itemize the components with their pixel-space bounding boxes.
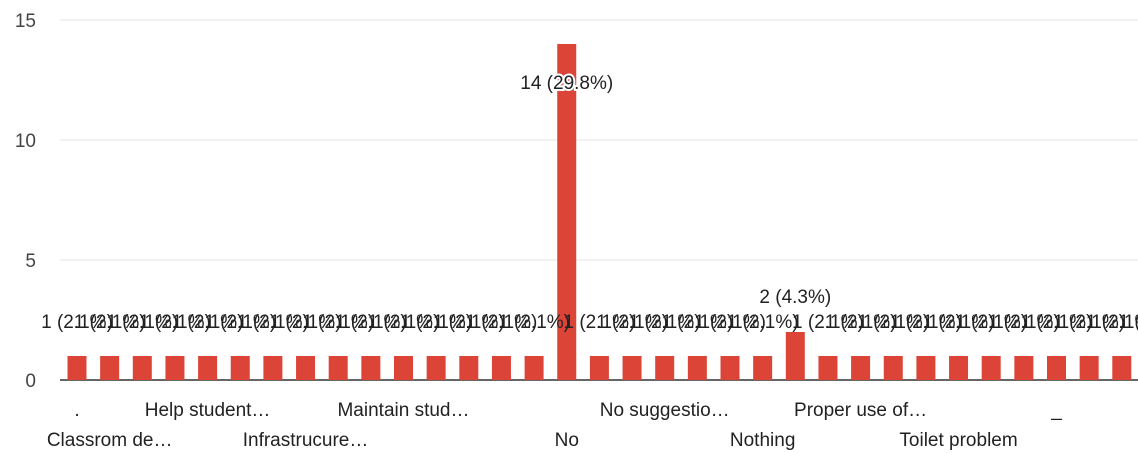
bar — [328, 356, 348, 380]
data-label: 1 (2.1%) — [74, 312, 146, 333]
data-label: 1 (2.1%) — [923, 312, 995, 333]
x-category-label: Classrom de… — [47, 430, 173, 451]
data-label: 1 (2.1%) — [41, 312, 113, 333]
bar — [785, 332, 805, 380]
x-category-label: Nothing — [730, 430, 796, 451]
data-label: 2 (4.3%) — [759, 287, 831, 308]
bar — [230, 356, 250, 380]
data-label: 1 (2.1%) — [661, 312, 733, 333]
bar — [524, 356, 544, 380]
data-label: 1 (2.1%) — [433, 312, 505, 333]
x-category-label: . — [74, 400, 79, 421]
bar — [949, 356, 969, 380]
bar — [426, 356, 446, 380]
data-label: 1 (2.1%) — [1053, 312, 1125, 333]
bar — [981, 356, 1001, 380]
bar — [883, 356, 903, 380]
y-axis-ticks: 0 5 10 15 — [15, 11, 36, 392]
data-label: 1 (2.1%) — [1086, 312, 1138, 333]
data-label: 1 (2.1%) — [204, 312, 276, 333]
bar — [1047, 356, 1066, 380]
data-labels: 1 (2.1%)1 (2.1%)1 (2.1%)1 (2.1%)1 (2.1%)… — [41, 71, 1138, 333]
x-category-label: Maintain stud… — [337, 400, 469, 421]
data-label: 1 (2.1%) — [890, 312, 962, 333]
x-category-label: No suggestio… — [600, 400, 730, 421]
bar — [491, 356, 511, 380]
bar — [720, 356, 740, 380]
data-label: 1 (2.1%) — [400, 312, 472, 333]
data-label: 1 (2.1%) — [302, 312, 374, 333]
data-label: 1 (2.1%) — [1021, 312, 1093, 333]
data-label: 1 (2.1%) — [1119, 312, 1138, 333]
x-category-label: Toilet problem — [899, 430, 1017, 451]
data-label: 1 (2.1%) — [694, 312, 766, 333]
bar — [296, 356, 316, 380]
bar — [263, 356, 283, 380]
bar — [67, 356, 87, 380]
x-category-label: Help student… — [145, 400, 271, 421]
data-label: 1 (2.1%) — [335, 312, 407, 333]
x-category-label: No — [555, 430, 579, 451]
data-label: 14 (29.8%) — [520, 73, 613, 94]
bar — [361, 356, 381, 380]
x-axis-labels: . Classrom de… Help student… Infrastrucure…… — [47, 400, 1062, 451]
bar — [1112, 356, 1132, 380]
bar — [132, 356, 152, 380]
x-category-label: _ — [1050, 400, 1062, 421]
data-label: 1 (2.1%) — [368, 312, 440, 333]
bar — [589, 356, 609, 380]
bar — [851, 356, 871, 380]
data-label: 1 (2.1%) — [727, 312, 799, 333]
bars — [67, 44, 1132, 380]
data-label: 1 (2.1%) — [139, 312, 211, 333]
data-label: 1 (2.1%) — [172, 312, 244, 333]
x-category-label: Infrastrucure… — [243, 430, 369, 451]
data-label: 1 (2.1%) — [988, 312, 1060, 333]
bar — [100, 356, 120, 380]
bar — [198, 356, 218, 380]
bar — [557, 44, 577, 380]
data-label: 1 (2.1%) — [857, 312, 929, 333]
data-label: 1 (2.1%) — [270, 312, 342, 333]
y-tick-label: 0 — [25, 371, 36, 392]
data-label: 1 (2.1%) — [596, 312, 668, 333]
bar — [622, 356, 642, 380]
bar — [1014, 356, 1034, 380]
data-label: 1 (2.1%) — [498, 312, 570, 333]
y-tick-label: 5 — [25, 251, 36, 272]
data-label: 1 (2.1%) — [792, 312, 864, 333]
bar — [1079, 356, 1099, 380]
bar — [394, 356, 413, 380]
bar — [916, 356, 936, 380]
y-tick-label: 15 — [15, 11, 36, 32]
bar — [165, 356, 185, 380]
data-label: 1 (2.1%) — [106, 312, 178, 333]
bar — [818, 356, 838, 380]
bar — [655, 356, 675, 380]
bar — [687, 356, 707, 380]
data-label: 1 (2.1%) — [629, 312, 701, 333]
x-category-label: Proper use of… — [794, 400, 927, 421]
data-label: 1 (2.1%) — [237, 312, 309, 333]
bar — [753, 356, 773, 380]
data-label: 1 (2.1%) — [955, 312, 1027, 333]
bar — [459, 356, 479, 380]
data-label: 1 (2.1%) — [825, 312, 897, 333]
data-label: 1 (2.1%) — [563, 312, 635, 333]
y-tick-label: 10 — [15, 131, 36, 152]
data-label: 1 (2.1%) — [466, 312, 538, 333]
